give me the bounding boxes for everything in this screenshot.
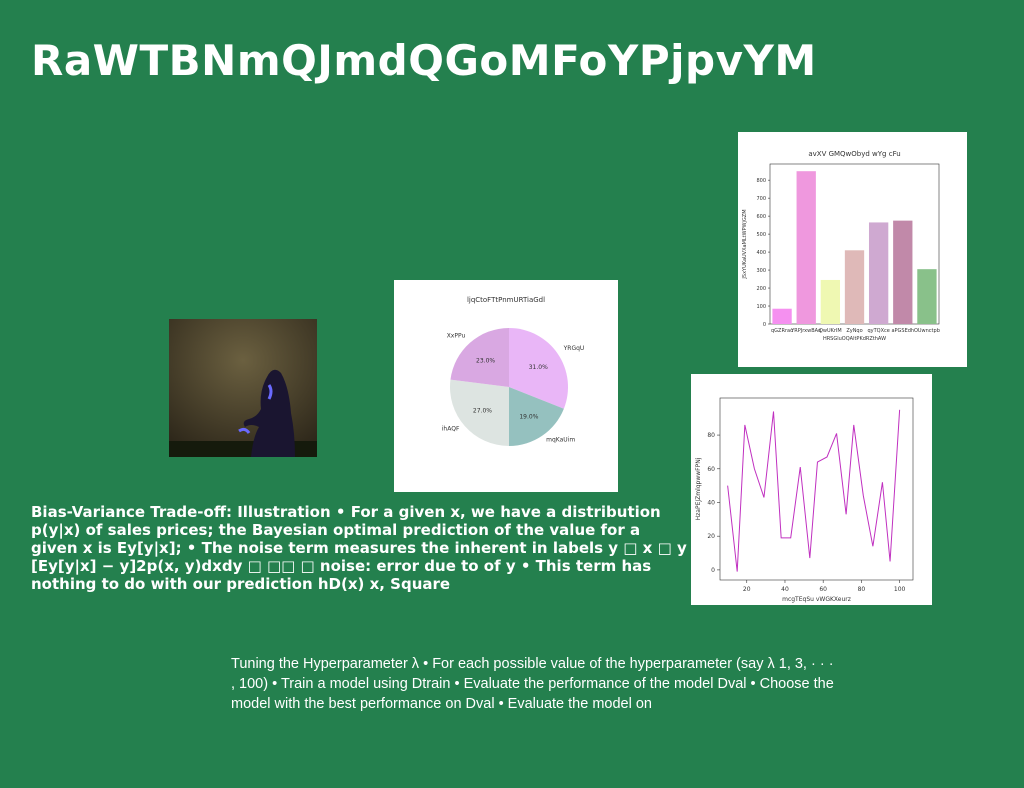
pie-slice <box>509 387 564 446</box>
x-tick-label: aPGSEdh <box>891 328 914 334</box>
x-tick-label: 100 <box>894 586 906 593</box>
y-tick-label: 100 <box>756 304 766 310</box>
data-line <box>727 409 901 572</box>
pie-slice <box>509 328 568 409</box>
y-tick-label: 500 <box>756 232 766 238</box>
bar <box>917 269 937 324</box>
slice-value: 19.0% <box>519 413 538 420</box>
y-tick-label: 600 <box>756 214 766 220</box>
x-tick-label: 20 <box>743 586 751 593</box>
bar <box>820 279 841 324</box>
x-tick-label: ZyNqo <box>846 328 862 334</box>
y-tick-label: 400 <box>756 250 766 256</box>
y-tick-label: 20 <box>707 533 715 540</box>
y-tick-label: 0 <box>711 567 715 574</box>
y-axis-label: JSxYUKaUVXaMLtWPWjGZM <box>742 209 748 279</box>
slice-label: YRGqU <box>563 345 585 352</box>
slide-title: RaWTBNmQJmdQGoMFoYPjpvYM <box>31 36 817 85</box>
pie-slice <box>450 379 509 446</box>
x-tick-label: 40 <box>781 586 789 593</box>
y-tick-label: 800 <box>756 178 766 184</box>
bar <box>796 171 816 324</box>
photo <box>169 319 317 457</box>
plot-frame <box>719 397 914 581</box>
x-axis-label: HRSGluOQAltPKdRZthAW <box>823 336 886 342</box>
y-tick-label: 40 <box>707 499 715 506</box>
pie-slice <box>450 328 509 387</box>
y-tick-label: 700 <box>756 196 766 202</box>
y-tick-label: 60 <box>707 466 715 473</box>
bar <box>844 250 865 324</box>
body-text: Tuning the Hyperparameter λ • For each p… <box>231 656 834 712</box>
chart-title: avXV GMQwObyd wYg cFu <box>808 150 900 158</box>
bar <box>772 308 792 324</box>
x-axis-label: mcgTEqSu vWGKXeurz <box>782 596 851 603</box>
bar <box>893 220 913 324</box>
x-tick-label: 80 <box>858 586 866 593</box>
slice-label: ihAQF <box>442 426 460 433</box>
pie-chart: ljqCtoFTtPnmURTiaGdl YRGqU 31.0% mqKaUim 19.… <box>394 280 618 492</box>
y-tick-label: 80 <box>707 432 715 439</box>
x-tick-label: qyTQXce <box>867 328 889 334</box>
x-tick-label: OUwnctpb <box>914 328 940 334</box>
x-tick-label: qGZRrao <box>771 328 793 334</box>
x-tick-label: QwUKrIM <box>819 328 842 334</box>
slice-value: 23.0% <box>476 357 495 364</box>
y-tick-label: 300 <box>756 268 766 274</box>
x-tick-label: YRPJrxwBAq <box>790 328 821 334</box>
slice-value: 27.0% <box>473 407 492 414</box>
y-tick-label: 0 <box>763 322 766 328</box>
slice-label: mqKaUim <box>546 437 575 444</box>
slice-label: XxPPu <box>447 332 466 339</box>
bar-chart: avXV GMQwObyd wYg cFu 0 100 200 300 400 500 600… <box>738 132 967 367</box>
line-chart: 20 40 60 80 100 0 20 40 60 80 mcgTEqSu vWGKXeurz Hz… <box>691 374 932 605</box>
bar <box>868 222 889 324</box>
x-tick-label: 60 <box>819 586 827 593</box>
body-text: Bias-Variance Trade-off: Illustration • … <box>31 503 687 593</box>
chart-title: ljqCtoFTtPnmURTiaGdl <box>467 296 545 304</box>
y-tick-label: 200 <box>756 286 766 292</box>
y-axis-label: HzaPEJZmlqpwwFPNj <box>695 457 702 520</box>
slice-value: 31.0% <box>529 364 548 371</box>
